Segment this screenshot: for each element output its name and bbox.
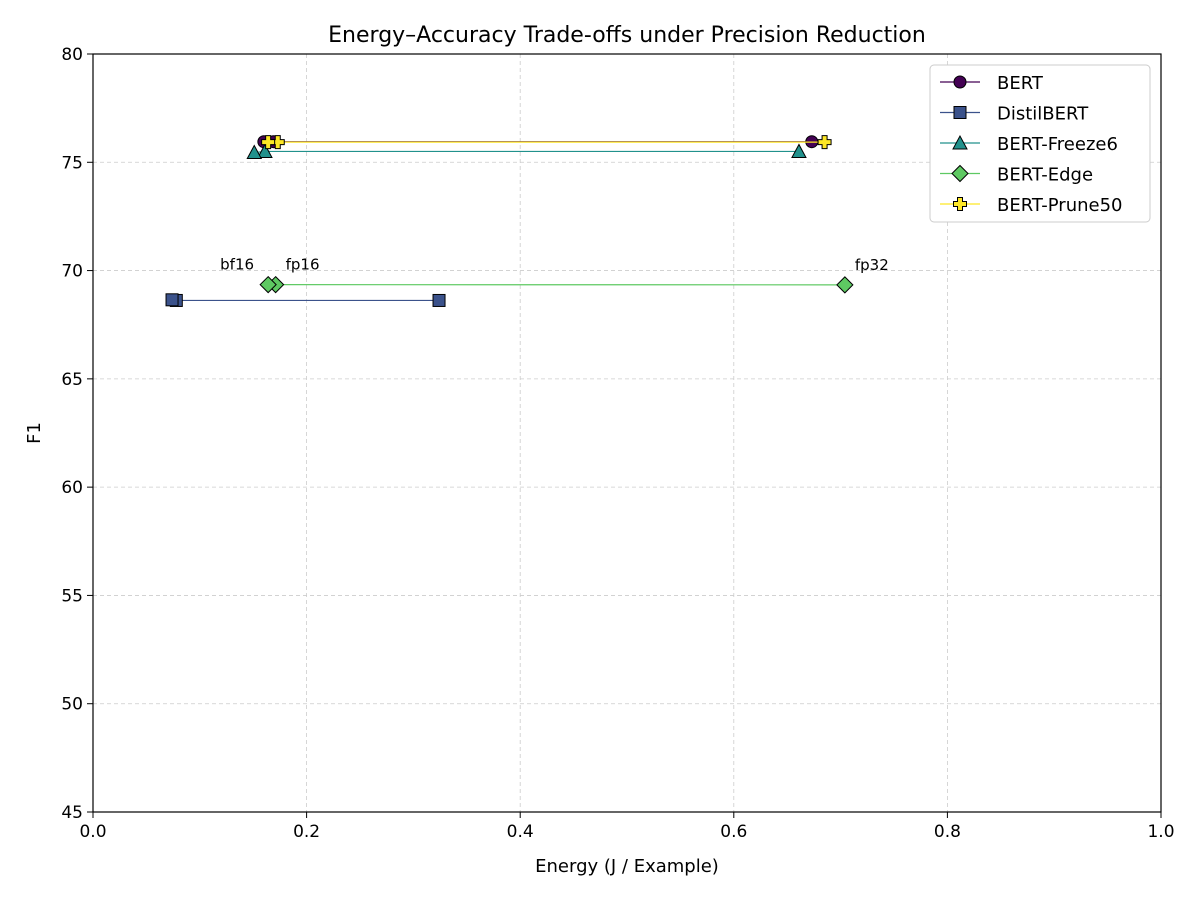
series-bert-freeze6 (247, 144, 806, 158)
legend: BERT DistilBERT BERT-Freeze6 BERT-Edge BERT-… (930, 65, 1150, 222)
y-axis-label: F1 (24, 422, 45, 444)
x-tick-label: 0.4 (507, 822, 534, 842)
x-tick-label: 0.6 (720, 822, 747, 842)
legend-label: BERT-Freeze6 (997, 134, 1118, 155)
y-tick-label: 60 (61, 478, 83, 498)
y-tick-label: 55 (61, 586, 83, 606)
point-annotation: fp32 (855, 256, 889, 274)
point-annotation: bf16 (220, 256, 254, 274)
series-bert-prune50 (262, 136, 831, 149)
square-marker (166, 294, 178, 306)
diamond-marker (837, 277, 853, 293)
plus-marker (818, 136, 831, 149)
series-line (254, 151, 799, 152)
x-tick-label: 0.2 (293, 822, 320, 842)
x-tick-label: 0.0 (79, 822, 106, 842)
chart-title: Energy–Accuracy Trade-offs under Precisi… (328, 23, 926, 48)
legend-label: BERT (997, 73, 1044, 94)
y-tick-label: 50 (61, 695, 83, 715)
point-annotation: fp16 (286, 256, 320, 274)
legend-label: BERT-Prune50 (997, 195, 1123, 216)
square-marker (954, 107, 966, 119)
series-distilbert (166, 294, 445, 307)
y-tick-label: 65 (61, 370, 83, 390)
circle-marker (954, 76, 966, 88)
series-line (172, 300, 439, 301)
y-tick-label: 80 (61, 45, 83, 65)
x-tick-label: 1.0 (1147, 822, 1174, 842)
legend-label: DistilBERT (997, 104, 1089, 125)
y-tick-label: 45 (61, 803, 83, 823)
square-marker (433, 294, 445, 306)
x-axis-label: Energy (J / Example) (535, 856, 719, 877)
legend-label: BERT-Edge (997, 165, 1093, 186)
series-bert-edge (260, 277, 853, 293)
y-tick-label: 75 (61, 153, 83, 173)
y-tick-label: 70 (61, 262, 83, 282)
x-tick-label: 0.8 (934, 822, 961, 842)
